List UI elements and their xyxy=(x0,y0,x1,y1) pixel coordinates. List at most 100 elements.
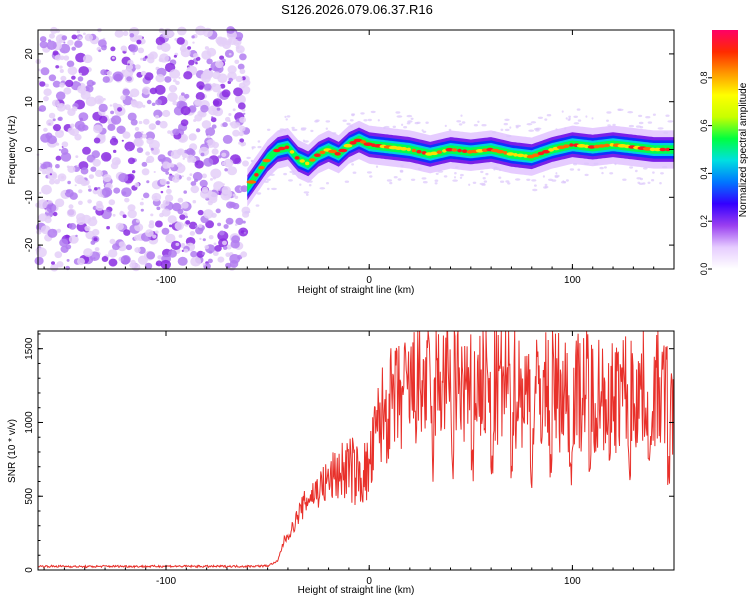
ridge-peak xyxy=(506,152,515,156)
noise-dot xyxy=(94,187,98,191)
noise-dot xyxy=(67,180,71,185)
noise-dot xyxy=(34,256,44,266)
noise-dot xyxy=(120,95,126,101)
noise-dot xyxy=(75,155,79,159)
halo-dot xyxy=(554,175,559,179)
noise-dot xyxy=(144,55,148,59)
noise-dot xyxy=(36,229,42,235)
halo-dot xyxy=(639,177,644,181)
noise-dot xyxy=(189,173,193,177)
noise-dot xyxy=(174,87,178,90)
ridge-peak xyxy=(294,156,300,160)
noise-dot xyxy=(127,209,137,219)
noise-dot xyxy=(108,249,118,258)
noise-dot xyxy=(74,184,77,187)
halo-dot xyxy=(369,175,373,178)
noise-dot xyxy=(44,216,52,224)
halo-dot xyxy=(635,125,641,128)
halo-dot xyxy=(266,178,271,181)
noise-dot xyxy=(37,199,49,210)
noise-dot xyxy=(212,141,219,149)
noise-dot xyxy=(121,139,124,142)
ridge-peak xyxy=(548,148,554,152)
noise-dot xyxy=(59,238,69,247)
noise-dot xyxy=(235,45,245,54)
noise-dot xyxy=(223,224,229,229)
ridge-peak xyxy=(349,141,357,145)
noise-dot xyxy=(228,77,233,82)
noise-dot xyxy=(173,79,177,83)
halo-dot xyxy=(283,172,287,176)
noise-dot xyxy=(167,215,177,224)
noise-dot xyxy=(227,65,237,74)
noise-dot xyxy=(59,43,71,54)
noise-dot xyxy=(101,152,112,162)
halo-dot xyxy=(435,172,439,175)
noise-dot xyxy=(195,56,201,61)
noise-dot xyxy=(59,82,65,88)
noise-dot xyxy=(210,117,217,123)
noise-dot xyxy=(238,141,242,145)
noise-dot xyxy=(50,263,59,272)
noise-dot xyxy=(203,209,214,219)
noise-dot xyxy=(80,167,89,175)
noise-dot xyxy=(60,175,65,179)
noise-dot xyxy=(198,85,204,90)
halo-dot xyxy=(576,108,581,111)
noise-dot xyxy=(87,199,92,204)
colorbar-gradient xyxy=(712,30,738,269)
noise-dot xyxy=(188,221,198,230)
halo-dot xyxy=(286,115,291,118)
noise-dot xyxy=(222,41,232,50)
noise-dot xyxy=(201,173,207,179)
noise-dot xyxy=(212,107,224,117)
noise-dot xyxy=(208,67,212,71)
halo-dot xyxy=(531,179,537,182)
halo-dot xyxy=(352,171,357,174)
noise-dot xyxy=(162,28,174,39)
noise-dot xyxy=(193,99,202,107)
noise-dot xyxy=(177,197,184,203)
noise-dot xyxy=(181,175,184,178)
noise-dot xyxy=(129,33,135,38)
halo-dot xyxy=(389,181,393,185)
halo-dot xyxy=(591,117,594,120)
noise-dot xyxy=(134,247,141,253)
ridge-peak xyxy=(299,159,305,163)
x-tick-label: 100 xyxy=(564,275,581,286)
halo-dot xyxy=(288,179,293,182)
noise-dot xyxy=(160,42,171,53)
noise-dot xyxy=(159,178,167,185)
noise-dot xyxy=(102,174,112,183)
halo-dot xyxy=(491,131,497,134)
halo-dot xyxy=(612,123,616,127)
halo-dot xyxy=(407,120,413,123)
noise-dot xyxy=(56,228,62,233)
halo-dot xyxy=(652,113,656,116)
noise-dot xyxy=(180,119,189,127)
noise-dot xyxy=(123,229,131,236)
noise-dot xyxy=(217,73,228,83)
halo-dot xyxy=(481,183,486,186)
noise-dot xyxy=(63,190,67,193)
noise-dot xyxy=(48,74,57,82)
colorbar-ticks: 0.0 0.2 0.4 0.6 0.8 xyxy=(699,72,712,275)
noise-dot xyxy=(127,63,130,66)
noise-dot xyxy=(156,206,161,211)
noise-dot xyxy=(238,125,246,132)
ridge-peak xyxy=(513,153,518,157)
noise-dot xyxy=(228,53,232,56)
noise-dot xyxy=(243,231,247,234)
noise-dot xyxy=(141,86,151,95)
ridge-peak xyxy=(576,144,587,148)
noise-dot xyxy=(199,179,208,188)
noise-dot xyxy=(155,120,161,126)
halo-dot xyxy=(468,183,471,186)
noise-dot xyxy=(151,102,156,107)
noise-dot xyxy=(102,76,111,83)
noise-dot xyxy=(146,180,150,184)
noise-dot xyxy=(98,103,108,113)
colorbar-tick-label: 0.8 xyxy=(699,72,709,85)
